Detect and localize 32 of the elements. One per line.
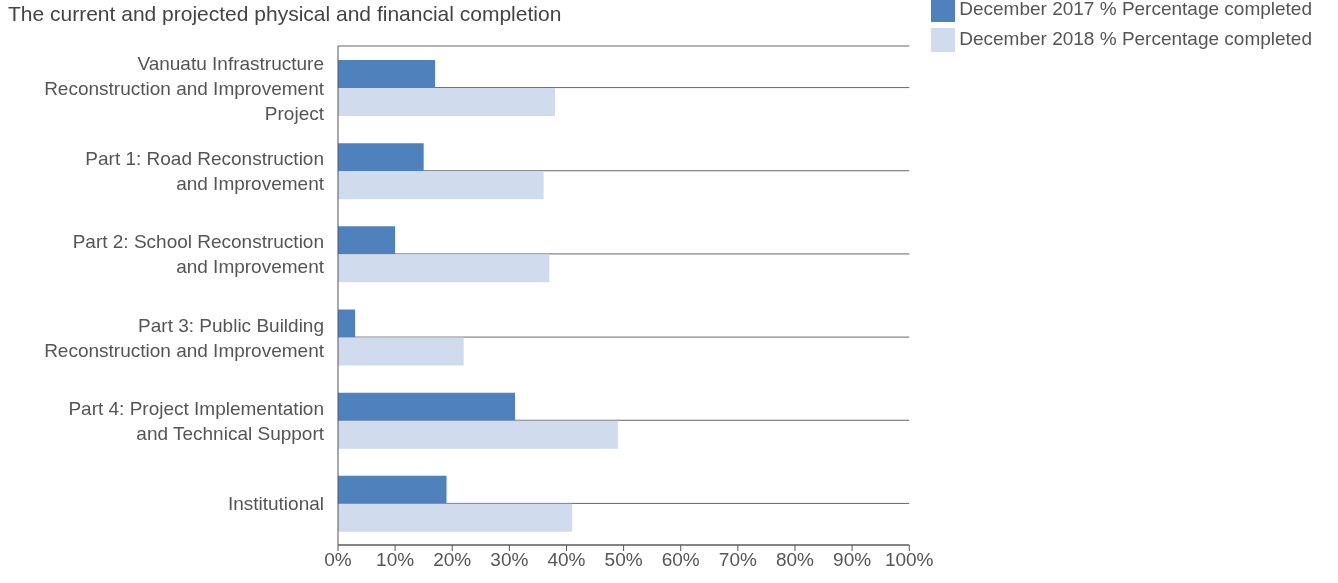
bar [338, 337, 464, 366]
x-tick-label: 0% [324, 549, 352, 571]
x-tick-label: 100% [884, 549, 934, 571]
legend-label: December 2018 % Percentage completed [959, 28, 1312, 49]
bar [338, 88, 556, 116]
bar [338, 143, 424, 172]
bar [338, 475, 447, 504]
y-tick-label: Part 1: Road Reconstruction and Improvement [85, 147, 325, 194]
y-tick-label: Part 2: School Reconstruction and Improvement [72, 230, 325, 277]
y-tick-label: Part 3: Public Building Reconstruction and Improvement [44, 314, 325, 361]
bar [338, 171, 544, 200]
bar [338, 226, 396, 255]
y-tick-label: Institutional [227, 492, 324, 514]
x-tick-label: 50% [604, 549, 643, 571]
y-tick-label: Vanuatu Infrastructure Reconstruction and Improvement Project [44, 52, 325, 124]
legend-label: December 2017 % Percentage completed [959, 0, 1312, 19]
x-tick-label: 10% [376, 549, 415, 571]
bar [338, 420, 618, 449]
bar [338, 60, 436, 88]
chart-title: The current and projected physical and financial completion [8, 2, 562, 26]
bar [338, 309, 356, 338]
x-tick-label: 30% [490, 549, 529, 571]
x-tick-label: 70% [718, 549, 757, 571]
x-tick-label: 40% [547, 549, 586, 571]
bar [338, 392, 516, 421]
bar [338, 254, 550, 283]
x-tick-label: 80% [775, 549, 815, 571]
x-tick-label: 60% [661, 549, 700, 571]
y-tick-label: Part 4: Project Implementation and Technical Support [68, 397, 325, 444]
x-tick-label: 90% [833, 549, 872, 571]
x-tick-label: 20% [433, 549, 472, 571]
bar [338, 503, 573, 532]
